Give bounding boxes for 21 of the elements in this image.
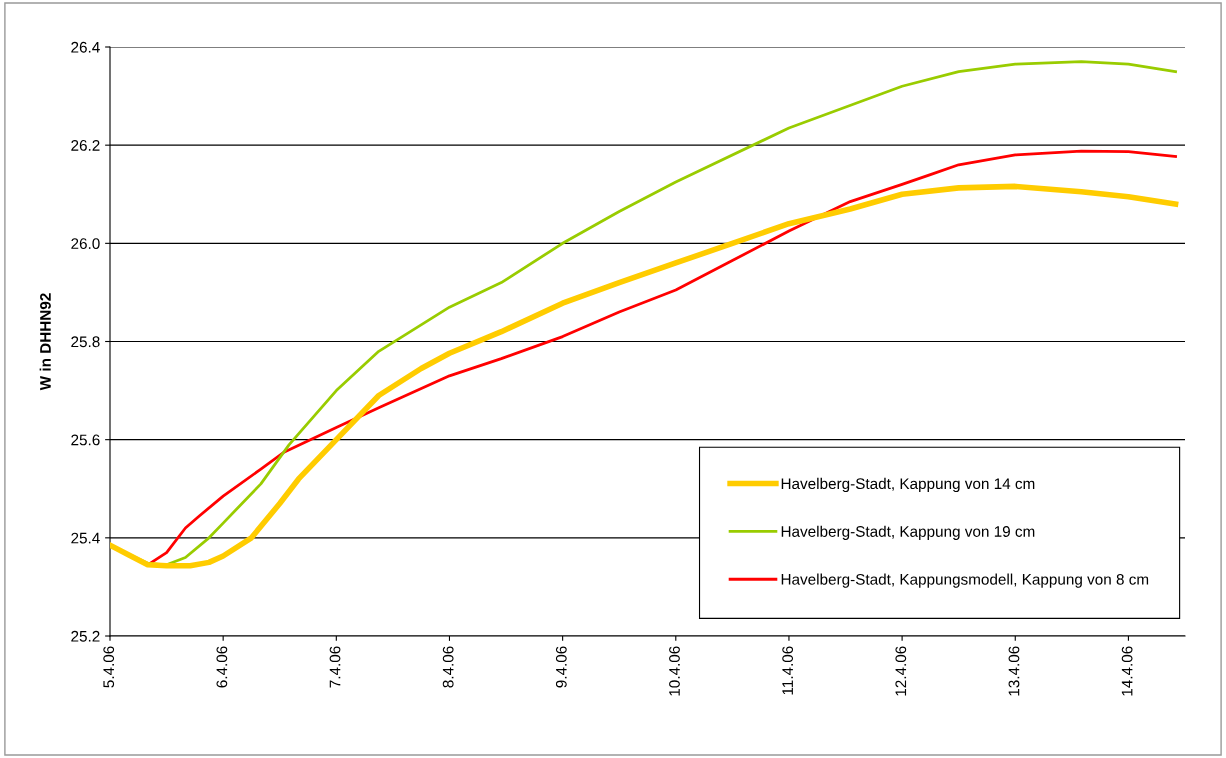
x-tick-label: 8.4.06 [442, 646, 454, 688]
x-tick-label: 10.4.06 [669, 646, 680, 696]
y-tick-label: 25.2 [71, 630, 100, 642]
x-tick-label: 14.4.06 [1121, 646, 1133, 696]
y-tick-label: 26.2 [71, 140, 100, 151]
y-tick-label: 25.8 [71, 336, 100, 348]
x-tick-label: 7.4.06 [329, 646, 341, 688]
y-axis-title: W in DHHN92 [39, 293, 51, 391]
x-tick-label: 12.4.06 [895, 646, 907, 696]
x-tick-label: 11.4.06 [782, 646, 794, 695]
y-tick-label: 26.0 [71, 238, 100, 250]
legend-label: Havelberg-Stadt, Kappungsmodell, Kappung von 8 cm [781, 573, 1149, 588]
x-tick-label: 13.4.06 [1008, 646, 1020, 696]
y-tick-label: 26.4 [71, 41, 100, 53]
x-tick-label: 6.4.06 [216, 646, 228, 688]
legend-label: Havelberg-Stadt, Kappung von 19 cm [781, 525, 1035, 540]
x-tick-label: 9.4.06 [555, 646, 567, 688]
y-tick-label: 25.6 [71, 434, 100, 446]
y-tick-label: 25.4 [71, 532, 100, 544]
legend-label: Havelberg-Stadt, Kappung von 14 cm [781, 477, 1035, 493]
x-tick-label: 5.4.06 [103, 646, 115, 688]
